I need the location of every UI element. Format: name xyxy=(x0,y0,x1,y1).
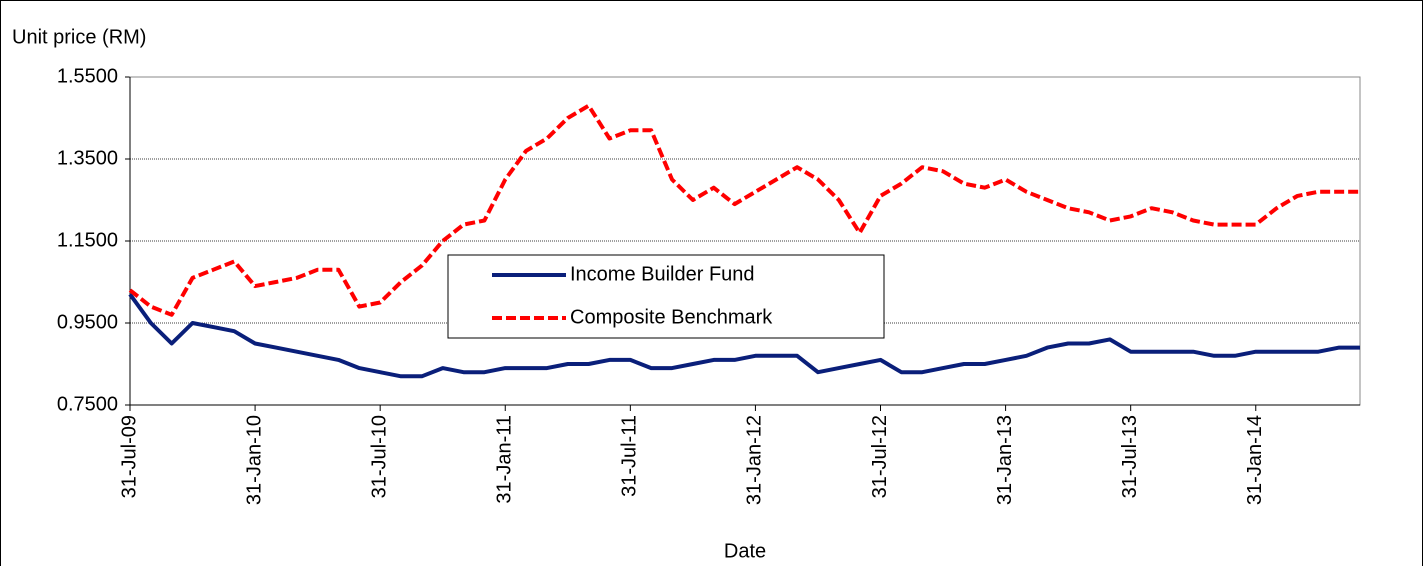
x-tick-label: 31-Jul-10 xyxy=(368,415,390,498)
x-tick-label: 31-Jul-12 xyxy=(869,415,891,498)
legend-label: Composite Benchmark xyxy=(570,306,773,328)
y-axis-title: Unit price (RM) xyxy=(12,26,146,48)
x-axis-title: Date xyxy=(724,540,766,562)
data-line xyxy=(128,103,1360,317)
legend-label: Income Builder Fund xyxy=(570,263,755,285)
x-tick-label: 31-Jul-11 xyxy=(619,415,641,497)
y-tick-label: 0.7500 xyxy=(57,393,118,415)
x-tick-label: 31-Jan-13 xyxy=(994,415,1016,505)
x-tick-label: 31-Jul-09 xyxy=(118,415,140,498)
y-tick-label: 1.1500 xyxy=(57,229,118,251)
y-tick-label: 0.9500 xyxy=(57,311,118,333)
x-tick-label: 31-Jul-13 xyxy=(1119,415,1141,498)
x-tick-label: 31-Jan-12 xyxy=(744,415,766,505)
y-tick-label: 1.3500 xyxy=(57,147,118,169)
x-tick-label: 31-Jan-10 xyxy=(243,415,265,505)
x-tick-label: 31-Jan-14 xyxy=(1244,415,1266,505)
y-tick-label: 1.5500 xyxy=(57,65,118,87)
legend-box xyxy=(447,254,885,339)
x-tick-label: 31-Jan-11 xyxy=(494,415,516,504)
data-line xyxy=(128,293,1360,379)
